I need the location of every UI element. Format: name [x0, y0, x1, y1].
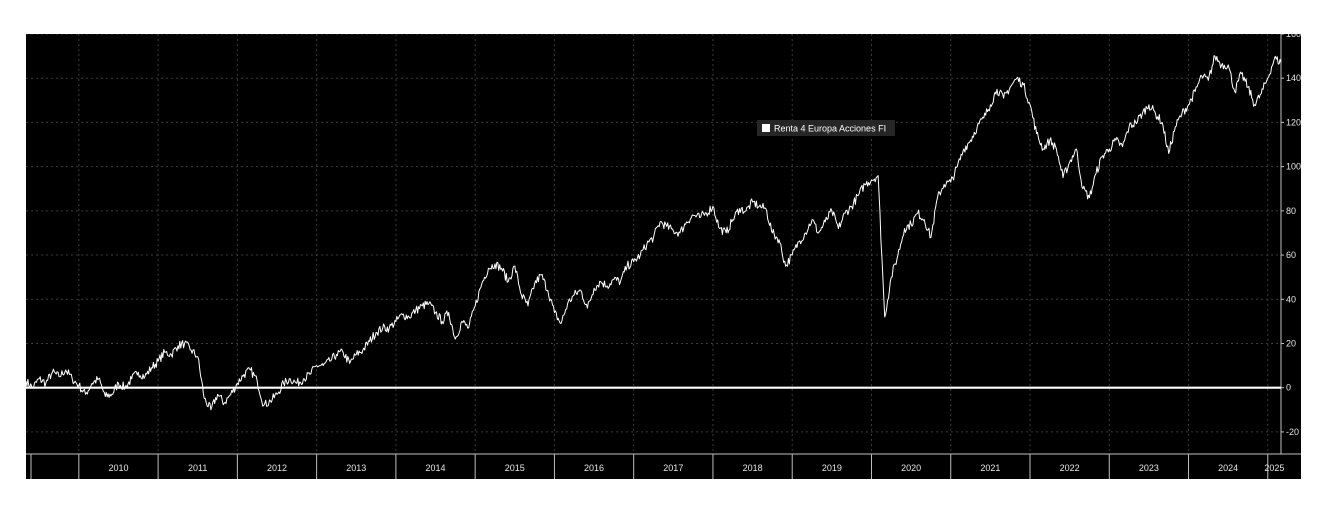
legend: Renta 4 Europa Acciones FI	[757, 120, 895, 136]
chart-panel: -20 0 20 40 60 80 100 120 140 160 2010 2011 2012 2013…	[26, 34, 1301, 479]
y-tick-label: 100	[1286, 162, 1301, 172]
x-tick-label: 2020	[901, 463, 921, 473]
x-tick-label: 2023	[1139, 463, 1159, 473]
x-tick-label: 2010	[108, 463, 128, 473]
legend-label: Renta 4 Europa Acciones FI	[774, 124, 886, 134]
y-tick-label: 160	[1286, 34, 1301, 39]
y-tick-label: 0	[1286, 383, 1291, 393]
x-tick-label: 2021	[980, 463, 1000, 473]
series-layer	[26, 55, 1282, 411]
x-tick-label: 2022	[1060, 463, 1080, 473]
line-chart: -20 0 20 40 60 80 100 120 140 160 2010 2011 2012 2013…	[26, 34, 1301, 479]
legend-swatch	[762, 124, 770, 132]
axes: -20 0 20 40 60 80 100 120 140 160 2010 2011 2012 2013…	[26, 34, 1301, 479]
series-line-0	[26, 55, 1282, 411]
x-tick-label: 2012	[267, 463, 287, 473]
legend-box	[757, 120, 895, 136]
x-tick-label: 2017	[663, 463, 683, 473]
x-tick-label: 2016	[584, 463, 604, 473]
x-tick-label: 2025	[1264, 463, 1284, 473]
y-tick-label: 80	[1286, 206, 1296, 216]
x-tick-label: 2014	[426, 463, 446, 473]
y-tick-label: 140	[1286, 73, 1301, 83]
x-tick-label: 2011	[188, 463, 207, 473]
x-tick-label: 2018	[743, 463, 763, 473]
x-tick-label: 2024	[1218, 463, 1238, 473]
grid-lines	[26, 34, 1281, 454]
x-tick-label: 2019	[822, 463, 842, 473]
y-tick-label: 120	[1286, 117, 1301, 127]
x-tick-label: 2013	[346, 463, 366, 473]
y-tick-label: 60	[1286, 250, 1296, 260]
x-tick-label: 2015	[505, 463, 525, 473]
y-tick-label: -20	[1286, 427, 1299, 437]
y-tick-label: 40	[1286, 294, 1296, 304]
y-tick-label: 20	[1286, 338, 1296, 348]
